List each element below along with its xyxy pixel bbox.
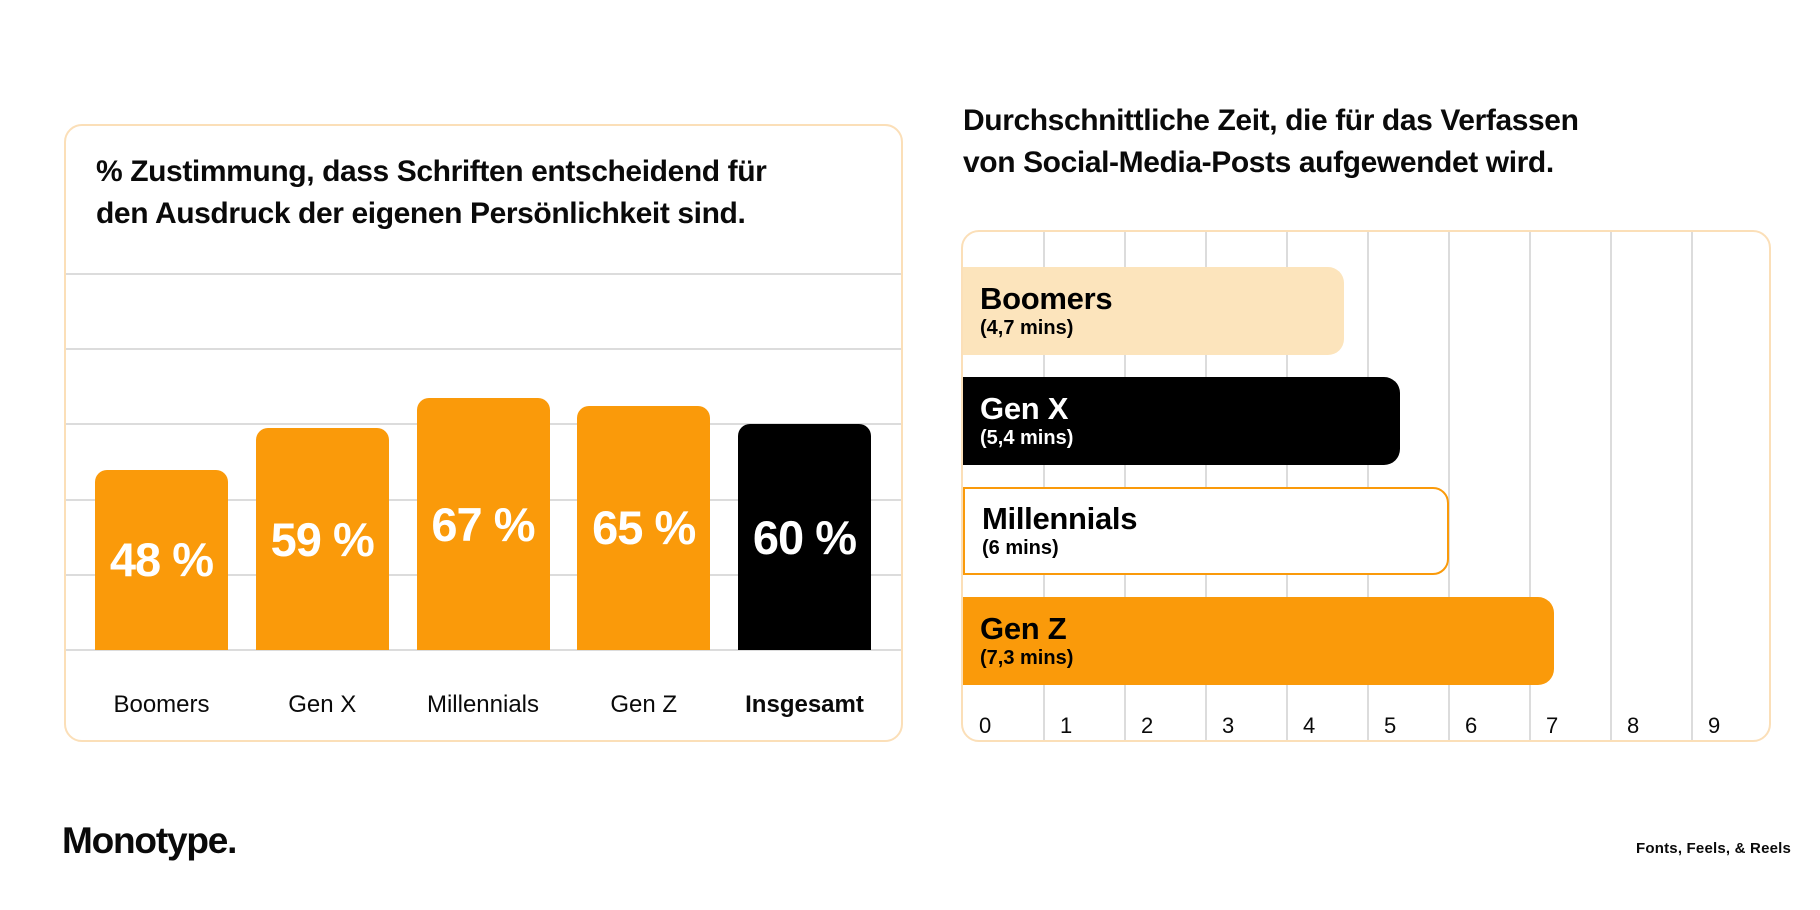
category-label-gen-z: Gen Z [610,691,678,718]
bar-value-label: 60 % [752,510,857,564]
bar-value-label: 65 % [592,501,696,555]
gridline-9 [1691,232,1693,740]
bar-minutes-label: (6 mins) [982,537,1059,559]
monotype-logo: Monotype. [62,820,237,861]
x-tick-2: 2 [1141,713,1154,738]
right-chart-title-line2: von Social-Media-Posts aufgewendet wird. [963,146,1554,179]
left-chart-title: % Zustimmung, dass Schriften entscheiden… [96,151,767,235]
x-tick-8: 8 [1627,713,1640,738]
left-chart-plot-area: 48 % 59 % 67 % 65 % 60 % [66,273,901,651]
category-label-insgesamt: Insgesamt [745,691,864,718]
bar-millennials: 67 % [416,398,550,650]
gridline-1 [1043,232,1045,740]
bar-name-label: Millennials [982,501,1138,536]
campaign-label: Fonts, Feels, & Reels [1636,840,1792,857]
bar-millennials: Millennials (6 mins) [963,487,1449,575]
gridline-8 [1610,232,1612,740]
category-label-boomers: Boomers [113,691,210,718]
bar-name-label: Gen X [980,391,1069,426]
bar-gen-z: Gen Z (7,3 mins) [963,597,1555,685]
gridline-100 [66,273,901,275]
gridline-7 [1529,232,1531,740]
x-tick-1: 1 [1060,713,1073,738]
bar-value-label: 59 % [270,512,375,566]
bar-boomers: Boomers (4,7 mins) [963,267,1344,355]
gridline-2 [1124,232,1126,740]
x-tick-7: 7 [1546,713,1559,738]
gridline-80 [66,348,901,351]
x-tick-3: 3 [1222,713,1235,738]
x-tick-9: 9 [1708,713,1721,738]
bar-boomers: 48 % [95,469,228,650]
bar-minutes-label: (4,7 mins) [980,317,1074,339]
bar-gen-x: 59 % [255,428,389,650]
bar-name-label: Gen Z [980,611,1067,646]
left-chart-title-line1: % Zustimmung, dass Schriften entscheiden… [96,155,767,188]
x-tick-5: 5 [1384,713,1397,738]
right-chart-title: Durchschnittliche Zeit, die für das Verf… [963,100,1579,184]
left-chart-title-line2: den Ausdruck der eigenen Persönlichkeit … [96,197,746,230]
bar-gen-x: Gen X (5,4 mins) [963,377,1401,465]
gridline-3 [1205,232,1207,740]
x-tick-0: 0 [979,713,992,738]
gridline-0 [66,649,901,651]
gridline-6 [1448,232,1450,740]
gridline-4 [1286,232,1288,740]
bar-gen-z: 65 % [577,405,711,650]
bar-value-label: 48 % [109,533,214,587]
category-label-gen-x: Gen X [288,691,357,718]
category-label-millennials: Millennials [426,691,540,718]
bar-insgesamt: 60 % [738,424,871,650]
right-chart-card: Boomers (4,7 mins) Gen X (5,4 mins) Millenni… [961,230,1771,742]
x-tick-6: 6 [1465,713,1478,738]
x-tick-4: 4 [1303,713,1316,738]
bar-minutes-label: (7,3 mins) [980,647,1074,669]
gridline-5 [1367,232,1369,740]
left-chart-card: % Zustimmung, dass Schriften entscheiden… [64,124,903,742]
bar-minutes-label: (5,4 mins) [980,427,1074,449]
right-chart-title-line1: Durchschnittliche Zeit, die für das Verf… [963,104,1579,137]
bar-name-label: Boomers [980,281,1113,316]
bar-value-label: 67 % [431,497,535,551]
